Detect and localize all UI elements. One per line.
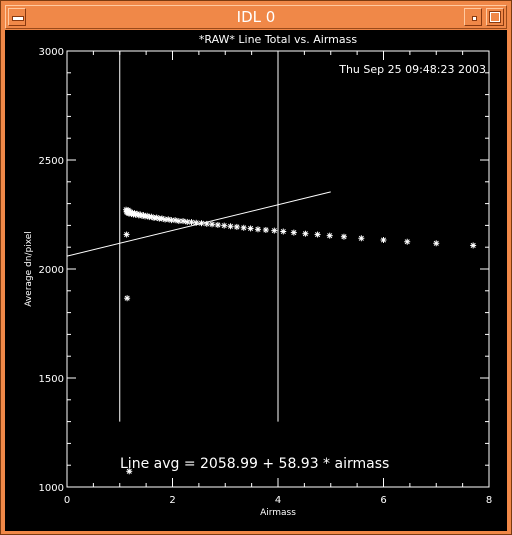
asterisk-stroke bbox=[248, 225, 254, 232]
data-point bbox=[380, 237, 387, 244]
asterisk-stroke bbox=[234, 224, 240, 230]
asterisk-stroke bbox=[470, 242, 476, 249]
y-axis-label: Average dn/pixel bbox=[24, 231, 34, 307]
data-point bbox=[126, 468, 133, 475]
x-tick-label: 4 bbox=[275, 495, 281, 506]
data-point bbox=[180, 218, 187, 225]
y-tick-label: 1500 bbox=[39, 374, 64, 385]
data-point bbox=[123, 231, 130, 238]
data-point bbox=[358, 235, 365, 242]
asterisk-stroke bbox=[124, 232, 130, 238]
x-tick-label: 0 bbox=[64, 495, 70, 506]
chart-title: *RAW* Line Total vs. Airmass bbox=[199, 33, 357, 46]
asterisk-stroke bbox=[271, 228, 277, 234]
asterisk-stroke bbox=[126, 468, 132, 474]
title-bar[interactable]: IDL 0 bbox=[5, 5, 507, 29]
asterisk-stroke bbox=[215, 222, 221, 228]
fit-line bbox=[66, 191, 331, 257]
data-point bbox=[172, 217, 179, 224]
data-point bbox=[227, 223, 234, 230]
data-point bbox=[240, 224, 247, 231]
asterisk-stroke bbox=[198, 220, 205, 226]
fit-equation: Line avg = 2058.99 + 58.93 * airmass bbox=[120, 456, 389, 472]
data-point bbox=[254, 226, 261, 233]
minimize-icon[interactable] bbox=[464, 8, 482, 26]
data-points bbox=[123, 206, 477, 475]
asterisk-stroke bbox=[188, 219, 195, 225]
asterisk-stroke bbox=[148, 214, 154, 220]
asterisk-stroke bbox=[180, 218, 186, 224]
y-tick-label: 2500 bbox=[39, 156, 64, 167]
data-point bbox=[290, 229, 297, 236]
data-point bbox=[302, 230, 309, 237]
asterisk-stroke bbox=[221, 223, 227, 229]
asterisk-stroke bbox=[404, 239, 410, 245]
data-point bbox=[124, 295, 131, 302]
asterisk-stroke bbox=[154, 214, 160, 221]
asterisk-stroke bbox=[144, 213, 150, 219]
asterisk-stroke bbox=[327, 233, 333, 239]
data-point bbox=[262, 226, 269, 233]
plot-canvas: 0 2 4 6 8 1000 1500 2000 2500 3000 *RAW* Line Tot… bbox=[5, 30, 507, 531]
x-tick-label: 8 bbox=[486, 495, 492, 506]
data-point bbox=[404, 238, 411, 245]
asterisk-stroke bbox=[255, 226, 261, 232]
asterisk-stroke bbox=[227, 223, 234, 229]
asterisk-stroke bbox=[358, 235, 364, 241]
asterisk-stroke bbox=[380, 237, 387, 243]
asterisk-stroke bbox=[341, 234, 347, 240]
data-point bbox=[314, 231, 321, 238]
asterisk-stroke bbox=[204, 221, 210, 227]
data-point bbox=[470, 242, 477, 249]
data-point bbox=[188, 219, 195, 226]
reference-lines bbox=[66, 51, 331, 422]
asterisk-stroke bbox=[124, 295, 130, 301]
scatter-chart: 0 2 4 6 8 1000 1500 2000 2500 3000 *RAW* Line Tot… bbox=[24, 33, 493, 518]
y-tick-label: 3000 bbox=[39, 47, 64, 58]
asterisk-stroke bbox=[315, 232, 321, 238]
data-point bbox=[280, 228, 287, 235]
data-point bbox=[326, 232, 333, 239]
asterisk-stroke bbox=[159, 215, 165, 221]
asterisk-stroke bbox=[302, 231, 308, 237]
asterisk-stroke bbox=[241, 225, 247, 231]
asterisk-stroke bbox=[263, 227, 269, 233]
x-tick-label: 6 bbox=[380, 495, 386, 506]
asterisk-stroke bbox=[184, 219, 190, 225]
data-point bbox=[198, 220, 205, 227]
data-point bbox=[221, 222, 228, 229]
ticks: 0 2 4 6 8 1000 1500 2000 2500 3000 bbox=[39, 47, 493, 506]
data-point bbox=[433, 240, 440, 247]
asterisk-stroke bbox=[209, 221, 215, 227]
maximize-icon[interactable] bbox=[486, 8, 504, 26]
asterisk-stroke bbox=[172, 217, 178, 223]
data-point bbox=[184, 218, 191, 225]
data-point bbox=[340, 233, 347, 240]
y-tick-label: 2000 bbox=[39, 265, 64, 276]
data-point bbox=[193, 219, 200, 226]
data-point bbox=[203, 220, 210, 227]
y-tick-label: 1000 bbox=[39, 483, 64, 494]
data-point bbox=[209, 221, 216, 228]
x-axis-label: Airmass bbox=[260, 508, 296, 518]
timestamp: Thu Sep 25 09:48:23 2003 bbox=[338, 63, 486, 76]
asterisk-stroke bbox=[433, 240, 439, 246]
window-menu-icon[interactable] bbox=[8, 8, 26, 26]
asterisk-stroke bbox=[176, 218, 182, 224]
asterisk-stroke bbox=[193, 220, 199, 226]
data-point bbox=[247, 225, 254, 232]
asterisk-stroke bbox=[291, 230, 297, 236]
asterisk-stroke bbox=[280, 228, 286, 235]
data-point bbox=[233, 223, 240, 230]
asterisk-stroke bbox=[168, 217, 174, 223]
data-point bbox=[271, 227, 278, 234]
window-title: IDL 0 bbox=[236, 8, 276, 26]
data-point bbox=[214, 221, 221, 228]
x-tick-label: 2 bbox=[169, 495, 175, 506]
